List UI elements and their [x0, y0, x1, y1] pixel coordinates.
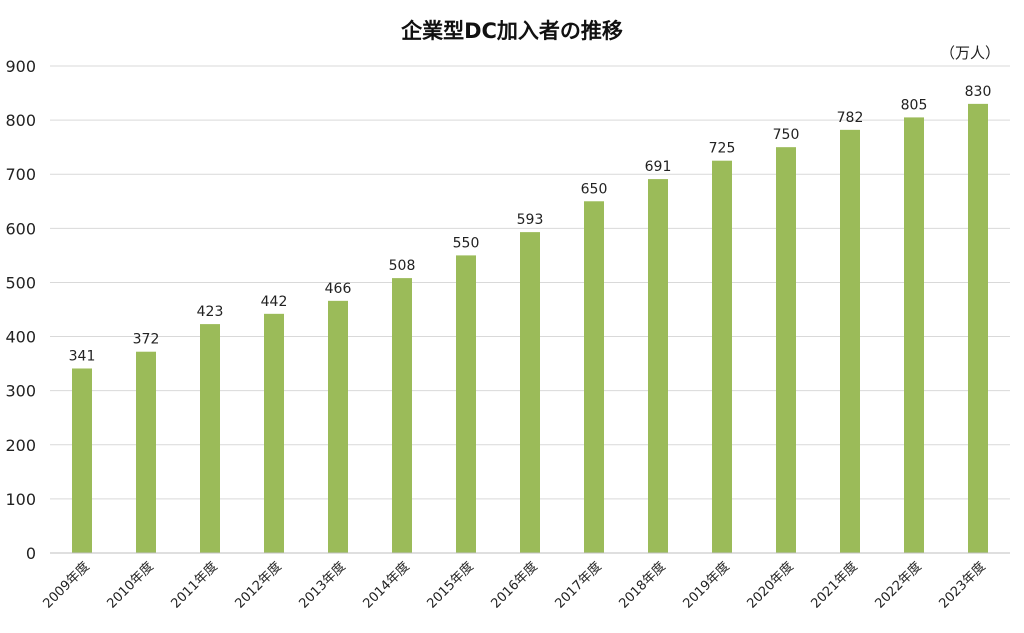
data-label: 691 [645, 159, 672, 175]
y-tick-label: 100 [5, 490, 36, 509]
data-label: 750 [773, 127, 800, 143]
chart-title: 企業型DC加入者の推移 [400, 19, 623, 43]
x-tick-label: 2019年度 [680, 559, 733, 612]
x-tick-label: 2022年度 [872, 559, 925, 612]
data-label: 725 [709, 141, 736, 157]
y-tick-label: 0 [26, 544, 36, 563]
y-tick-label: 900 [5, 57, 36, 76]
data-label: 423 [197, 304, 224, 320]
bar [584, 201, 604, 553]
x-tick-label: 2018年度 [616, 559, 669, 612]
bar [968, 103, 988, 553]
x-tick-label: 2016年度 [488, 559, 541, 612]
data-label: 593 [517, 212, 544, 228]
y-axis-ticks: 0 100 200 300 400 500 600 700 800 900 [5, 57, 36, 563]
x-tick-label: 2012年度 [232, 559, 285, 612]
y-tick-label: 200 [5, 436, 36, 455]
bar [520, 232, 540, 554]
bar [840, 129, 860, 553]
y-tick-label: 500 [5, 273, 36, 292]
x-tick-label: 2014年度 [360, 559, 413, 612]
bar [72, 368, 92, 553]
x-axis-ticks: 2009年度 2010年度 2011年度 2012年度 2013年度 2014年度 2015… [40, 559, 989, 612]
bar [328, 300, 348, 553]
unit-label: （万人） [940, 44, 1000, 62]
y-tick-label: 400 [5, 328, 36, 347]
y-tick-label: 700 [5, 165, 36, 184]
bar [264, 313, 284, 553]
data-label: 372 [133, 332, 160, 348]
data-label: 550 [453, 235, 480, 251]
data-label: 805 [901, 97, 928, 113]
bar [392, 278, 412, 553]
x-tick-label: 2020年度 [744, 559, 797, 612]
data-labels: 341 372 423 442 466 508 550 593 650 691 725 750 782 8… [69, 84, 992, 365]
x-tick-label: 2021年度 [808, 559, 861, 612]
bar [456, 255, 476, 553]
bar [200, 324, 220, 553]
bar [136, 351, 156, 553]
y-tick-label: 300 [5, 382, 36, 401]
x-tick-label: 2017年度 [552, 559, 605, 612]
data-label: 466 [325, 281, 352, 297]
data-label: 782 [837, 110, 864, 126]
bars [72, 103, 988, 554]
data-label: 341 [69, 348, 96, 364]
data-label: 442 [261, 294, 288, 310]
x-tick-label: 2015年度 [424, 559, 477, 612]
bar [776, 147, 796, 553]
y-tick-label: 600 [5, 219, 36, 238]
data-label: 650 [581, 181, 608, 197]
bar [712, 160, 732, 553]
x-tick-label: 2011年度 [168, 559, 221, 612]
x-tick-label: 2013年度 [296, 559, 349, 612]
bar [648, 179, 668, 553]
data-label: 508 [389, 258, 416, 274]
x-tick-label: 2010年度 [104, 559, 157, 612]
y-tick-label: 800 [5, 111, 36, 130]
data-label: 830 [965, 84, 992, 100]
x-tick-label: 2023年度 [936, 559, 989, 612]
bar [904, 117, 924, 554]
x-tick-label: 2009年度 [40, 559, 93, 612]
